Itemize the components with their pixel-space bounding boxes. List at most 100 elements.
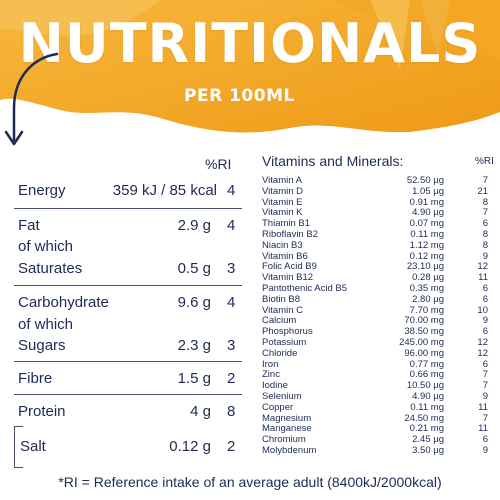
row-value: 0.12 g bbox=[169, 438, 211, 455]
item-ri: 12 bbox=[477, 261, 488, 273]
list-item: Zinc 0.66 mg 7 bbox=[262, 370, 494, 380]
item-ri: 21 bbox=[477, 185, 488, 197]
item-value: 2.45 µg bbox=[412, 434, 444, 446]
item-name: Phosphorus bbox=[262, 326, 313, 338]
item-ri: 12 bbox=[477, 337, 488, 348]
item-name: Selenium bbox=[262, 391, 302, 402]
row-divider bbox=[14, 285, 242, 286]
item-ri: 9 bbox=[482, 445, 488, 456]
item-value: 10.50 µg bbox=[406, 380, 444, 392]
list-item: Chloride 96.00 mg 12 bbox=[262, 347, 494, 359]
list-item: Calcium 70.00 mg 9 bbox=[262, 316, 494, 326]
item-value: 0.77 mg bbox=[409, 358, 444, 370]
row-ri: 2 bbox=[227, 370, 236, 387]
list-item: Riboflavin B2 0.11 mg 8 bbox=[262, 230, 494, 240]
list-item: Selenium 4.90 µg 9 bbox=[262, 392, 494, 402]
item-name: Folic Acid B9 bbox=[262, 261, 317, 273]
item-name: Vitamin A bbox=[262, 175, 302, 186]
list-item: Niacin B3 1.12 mg 8 bbox=[262, 239, 494, 251]
item-ri: 6 bbox=[482, 326, 488, 338]
item-name: Molybdenum bbox=[262, 445, 317, 456]
item-ri: 6 bbox=[482, 293, 488, 305]
item-name: Zinc bbox=[262, 369, 280, 381]
item-ri: 9 bbox=[482, 315, 488, 327]
item-name: Iron bbox=[262, 358, 279, 370]
item-value: 70.00 mg bbox=[404, 315, 444, 327]
list-item: Vitamin K 4.90 µg 7 bbox=[262, 208, 494, 218]
ri-column-header: %RI bbox=[205, 156, 232, 172]
item-value: 23.10 µg bbox=[406, 261, 444, 273]
item-ri: 11 bbox=[478, 401, 488, 413]
item-value: 4.90 µg bbox=[412, 207, 444, 219]
list-item: Magnesium 24.50 mg 7 bbox=[262, 412, 494, 424]
list-item: Iron 0.77 mg 6 bbox=[262, 358, 494, 370]
row-value: 359 kJ / 85 kcal bbox=[112, 182, 217, 199]
row-label: Protein bbox=[18, 403, 66, 420]
list-item: Vitamin B12 0.28 µg 11 bbox=[262, 273, 494, 283]
list-item: Vitamin D 1.05 µg 21 bbox=[262, 185, 494, 197]
item-ri: 11 bbox=[478, 272, 488, 284]
list-item: Copper 0.11 mg 11 bbox=[262, 401, 494, 413]
row-value: 4 g bbox=[190, 403, 211, 420]
item-ri: 7 bbox=[482, 207, 488, 219]
item-ri: 8 bbox=[482, 229, 488, 240]
item-value: 52.50 µg bbox=[406, 175, 444, 186]
item-ri: 6 bbox=[482, 283, 488, 294]
page-subtitle: PER 100ML bbox=[184, 86, 295, 106]
item-ri: 9 bbox=[482, 250, 488, 262]
vitamins-minerals-table: Vitamins and Minerals: %RI Vitamin A 52.5… bbox=[255, 150, 500, 480]
row-value: 0.5 g bbox=[177, 260, 211, 277]
item-value: 0.11 mg bbox=[410, 401, 444, 413]
row-ri: 3 bbox=[227, 337, 236, 354]
item-value: 1.12 mg bbox=[409, 239, 444, 251]
item-name: Biotin B8 bbox=[262, 293, 301, 305]
item-name: Copper bbox=[262, 401, 294, 413]
item-name: Iodine bbox=[262, 380, 288, 392]
item-value: 24.50 mg bbox=[404, 412, 444, 424]
item-name: Thiamin B1 bbox=[262, 218, 311, 230]
item-name: Chloride bbox=[262, 347, 298, 359]
item-value: 96.00 mg bbox=[404, 347, 444, 359]
list-item: Manganese 0.21 mg 11 bbox=[262, 424, 494, 434]
row-value: 1.5 g bbox=[177, 370, 211, 387]
item-value: 0.21 mg bbox=[409, 423, 444, 435]
list-item: Vitamin A 52.50 µg 7 bbox=[262, 176, 494, 186]
item-ri: 8 bbox=[482, 239, 488, 251]
footnote: *RI = Reference intake of an average adu… bbox=[58, 474, 442, 490]
list-item: Vitamin C 7.70 mg 10 bbox=[262, 305, 494, 316]
list-item: Molybdenum 3.50 µg 9 bbox=[262, 446, 494, 456]
row-ri: 4 bbox=[227, 294, 236, 311]
item-name: Chromium bbox=[262, 434, 306, 446]
row-label: Carbohydrate bbox=[18, 294, 109, 311]
vitamins-title: Vitamins and Minerals: bbox=[262, 153, 404, 169]
item-name: Manganese bbox=[262, 423, 312, 435]
page-title: NUTRITIONALS bbox=[18, 12, 482, 75]
item-ri: 8 bbox=[482, 196, 488, 208]
list-item: Phosphorus 38.50 mg 6 bbox=[262, 327, 494, 337]
item-name: Niacin B3 bbox=[262, 239, 303, 251]
orange-banner-shape bbox=[0, 0, 500, 133]
item-value: 245.00 mg bbox=[399, 337, 444, 348]
header-banner bbox=[0, 0, 500, 150]
row-label: Sugars bbox=[18, 337, 66, 354]
item-value: 0.28 µg bbox=[412, 272, 444, 284]
item-value: 1.05 µg bbox=[412, 185, 444, 197]
row-divider bbox=[14, 208, 242, 209]
nutrition-table: %RI Energy 359 kJ / 85 kcal 4 Fat 2.9 g … bbox=[0, 150, 250, 470]
ri-column-header: %RI bbox=[475, 156, 494, 167]
row-ri: 4 bbox=[227, 217, 236, 234]
row-label: of which bbox=[18, 238, 74, 255]
row-ri: 8 bbox=[227, 403, 236, 420]
salt-bracket bbox=[14, 426, 23, 468]
row-label: Fat bbox=[18, 217, 40, 234]
item-ri: 6 bbox=[482, 358, 488, 370]
row-value: 2.9 g bbox=[177, 217, 211, 234]
item-ri: 11 bbox=[478, 423, 488, 435]
list-item: Vitamin B6 0.12 mg 9 bbox=[262, 250, 494, 262]
row-ri: 2 bbox=[227, 438, 236, 455]
curved-arrow-icon bbox=[4, 52, 59, 146]
item-value: 0.07 mg bbox=[409, 218, 444, 230]
item-ri: 6 bbox=[482, 218, 488, 230]
item-ri: 12 bbox=[477, 347, 488, 359]
item-name: Calcium bbox=[262, 315, 297, 327]
